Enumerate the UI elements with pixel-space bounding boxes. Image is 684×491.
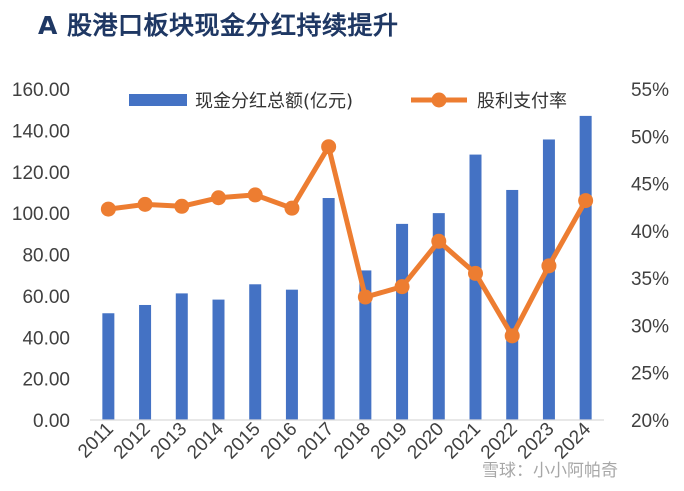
x-tick-label: 2015 (220, 419, 265, 464)
legend-bar-label: 现金分红总额(亿元) (195, 91, 353, 112)
bar-2020 (432, 213, 445, 420)
bar-2012 (139, 304, 152, 420)
left-tick-label: 80.00 (22, 246, 70, 267)
bar-2023 (542, 139, 555, 421)
bar-2022 (506, 189, 519, 420)
payout-point-2017 (321, 139, 337, 155)
x-tick-label: 2019 (367, 419, 412, 464)
line-series (100, 139, 594, 344)
bar-2018 (359, 270, 372, 420)
payout-point-2016 (284, 200, 300, 216)
x-tick-label: 2024 (550, 418, 595, 463)
left-tick-label: 100.00 (12, 204, 70, 225)
x-axis-ticks: 2011201220132014201520162017201820192020… (74, 418, 595, 463)
x-tick-label: 2013 (147, 419, 192, 464)
watermark: 雪球：小小阿帕奇 (482, 461, 618, 481)
left-axis-ticks: 0.00 20.00 40.00 60.00 80.00 100.00 120.00 140.… (12, 80, 70, 432)
left-tick-label: 0.00 (33, 411, 70, 432)
left-tick-label: 160.00 (12, 80, 70, 101)
left-tick-label: 20.00 (22, 370, 70, 391)
right-tick-label: 20% (631, 411, 669, 432)
x-tick-label: 2020 (404, 419, 449, 464)
x-tick-label: 2017 (293, 419, 338, 464)
payout-point-2015 (247, 187, 263, 203)
right-tick-label: 50% (631, 127, 669, 148)
left-tick-label: 60.00 (22, 287, 70, 308)
left-tick-label: 120.00 (12, 163, 70, 184)
bar-2013 (175, 293, 188, 420)
bar-2011 (102, 313, 115, 420)
bar-2024 (579, 115, 592, 421)
x-tick-label: 2011 (74, 419, 118, 463)
payout-point-2023 (541, 258, 557, 274)
x-tick-label: 2021 (440, 419, 485, 464)
bar-2021 (469, 154, 482, 420)
right-tick-label: 35% (631, 269, 669, 290)
payout-point-2020 (431, 233, 447, 249)
payout-point-2019 (394, 279, 410, 295)
bar-2019 (396, 223, 409, 420)
right-tick-label: 45% (631, 175, 669, 196)
bar-2016 (285, 289, 298, 420)
x-tick-label: 2012 (110, 419, 155, 464)
payout-point-2013 (174, 198, 190, 214)
payout-point-2021 (468, 265, 483, 281)
bar-series (102, 115, 592, 421)
payout-point-2012 (137, 196, 153, 212)
legend-bar-swatch (129, 94, 187, 106)
payout-point-2022 (504, 328, 520, 344)
legend-line-marker (431, 92, 447, 108)
page-title: A 股港口板块现金分红持续提升 (38, 11, 399, 40)
bar-2015 (249, 284, 262, 420)
right-tick-label: 40% (631, 222, 669, 243)
bar-2014 (212, 299, 225, 420)
bar-2017 (322, 198, 335, 420)
payout-point-2014 (211, 190, 226, 206)
payout-point-2018 (357, 289, 373, 305)
right-tick-label: 55% (631, 80, 669, 101)
payout-point-2024 (578, 193, 594, 209)
right-tick-label: 30% (631, 316, 669, 337)
x-tick-label: 2022 (477, 419, 522, 464)
x-tick-label: 2014 (183, 418, 228, 463)
x-tick-label: 2018 (330, 419, 375, 464)
x-tick-label: 2016 (257, 419, 302, 464)
legend: 现金分红总额(亿元) 股利支付率 (129, 91, 567, 112)
right-tick-label: 25% (631, 364, 669, 385)
payout-point-2011 (100, 201, 116, 217)
legend-line-label: 股利支付率 (477, 91, 567, 112)
x-tick-label: 2023 (514, 419, 559, 464)
left-tick-label: 140.00 (12, 121, 70, 142)
right-axis-ticks: 20% 25% 30% 35% 40% 45% 50% 55% (631, 80, 669, 432)
left-tick-label: 40.00 (22, 328, 70, 349)
